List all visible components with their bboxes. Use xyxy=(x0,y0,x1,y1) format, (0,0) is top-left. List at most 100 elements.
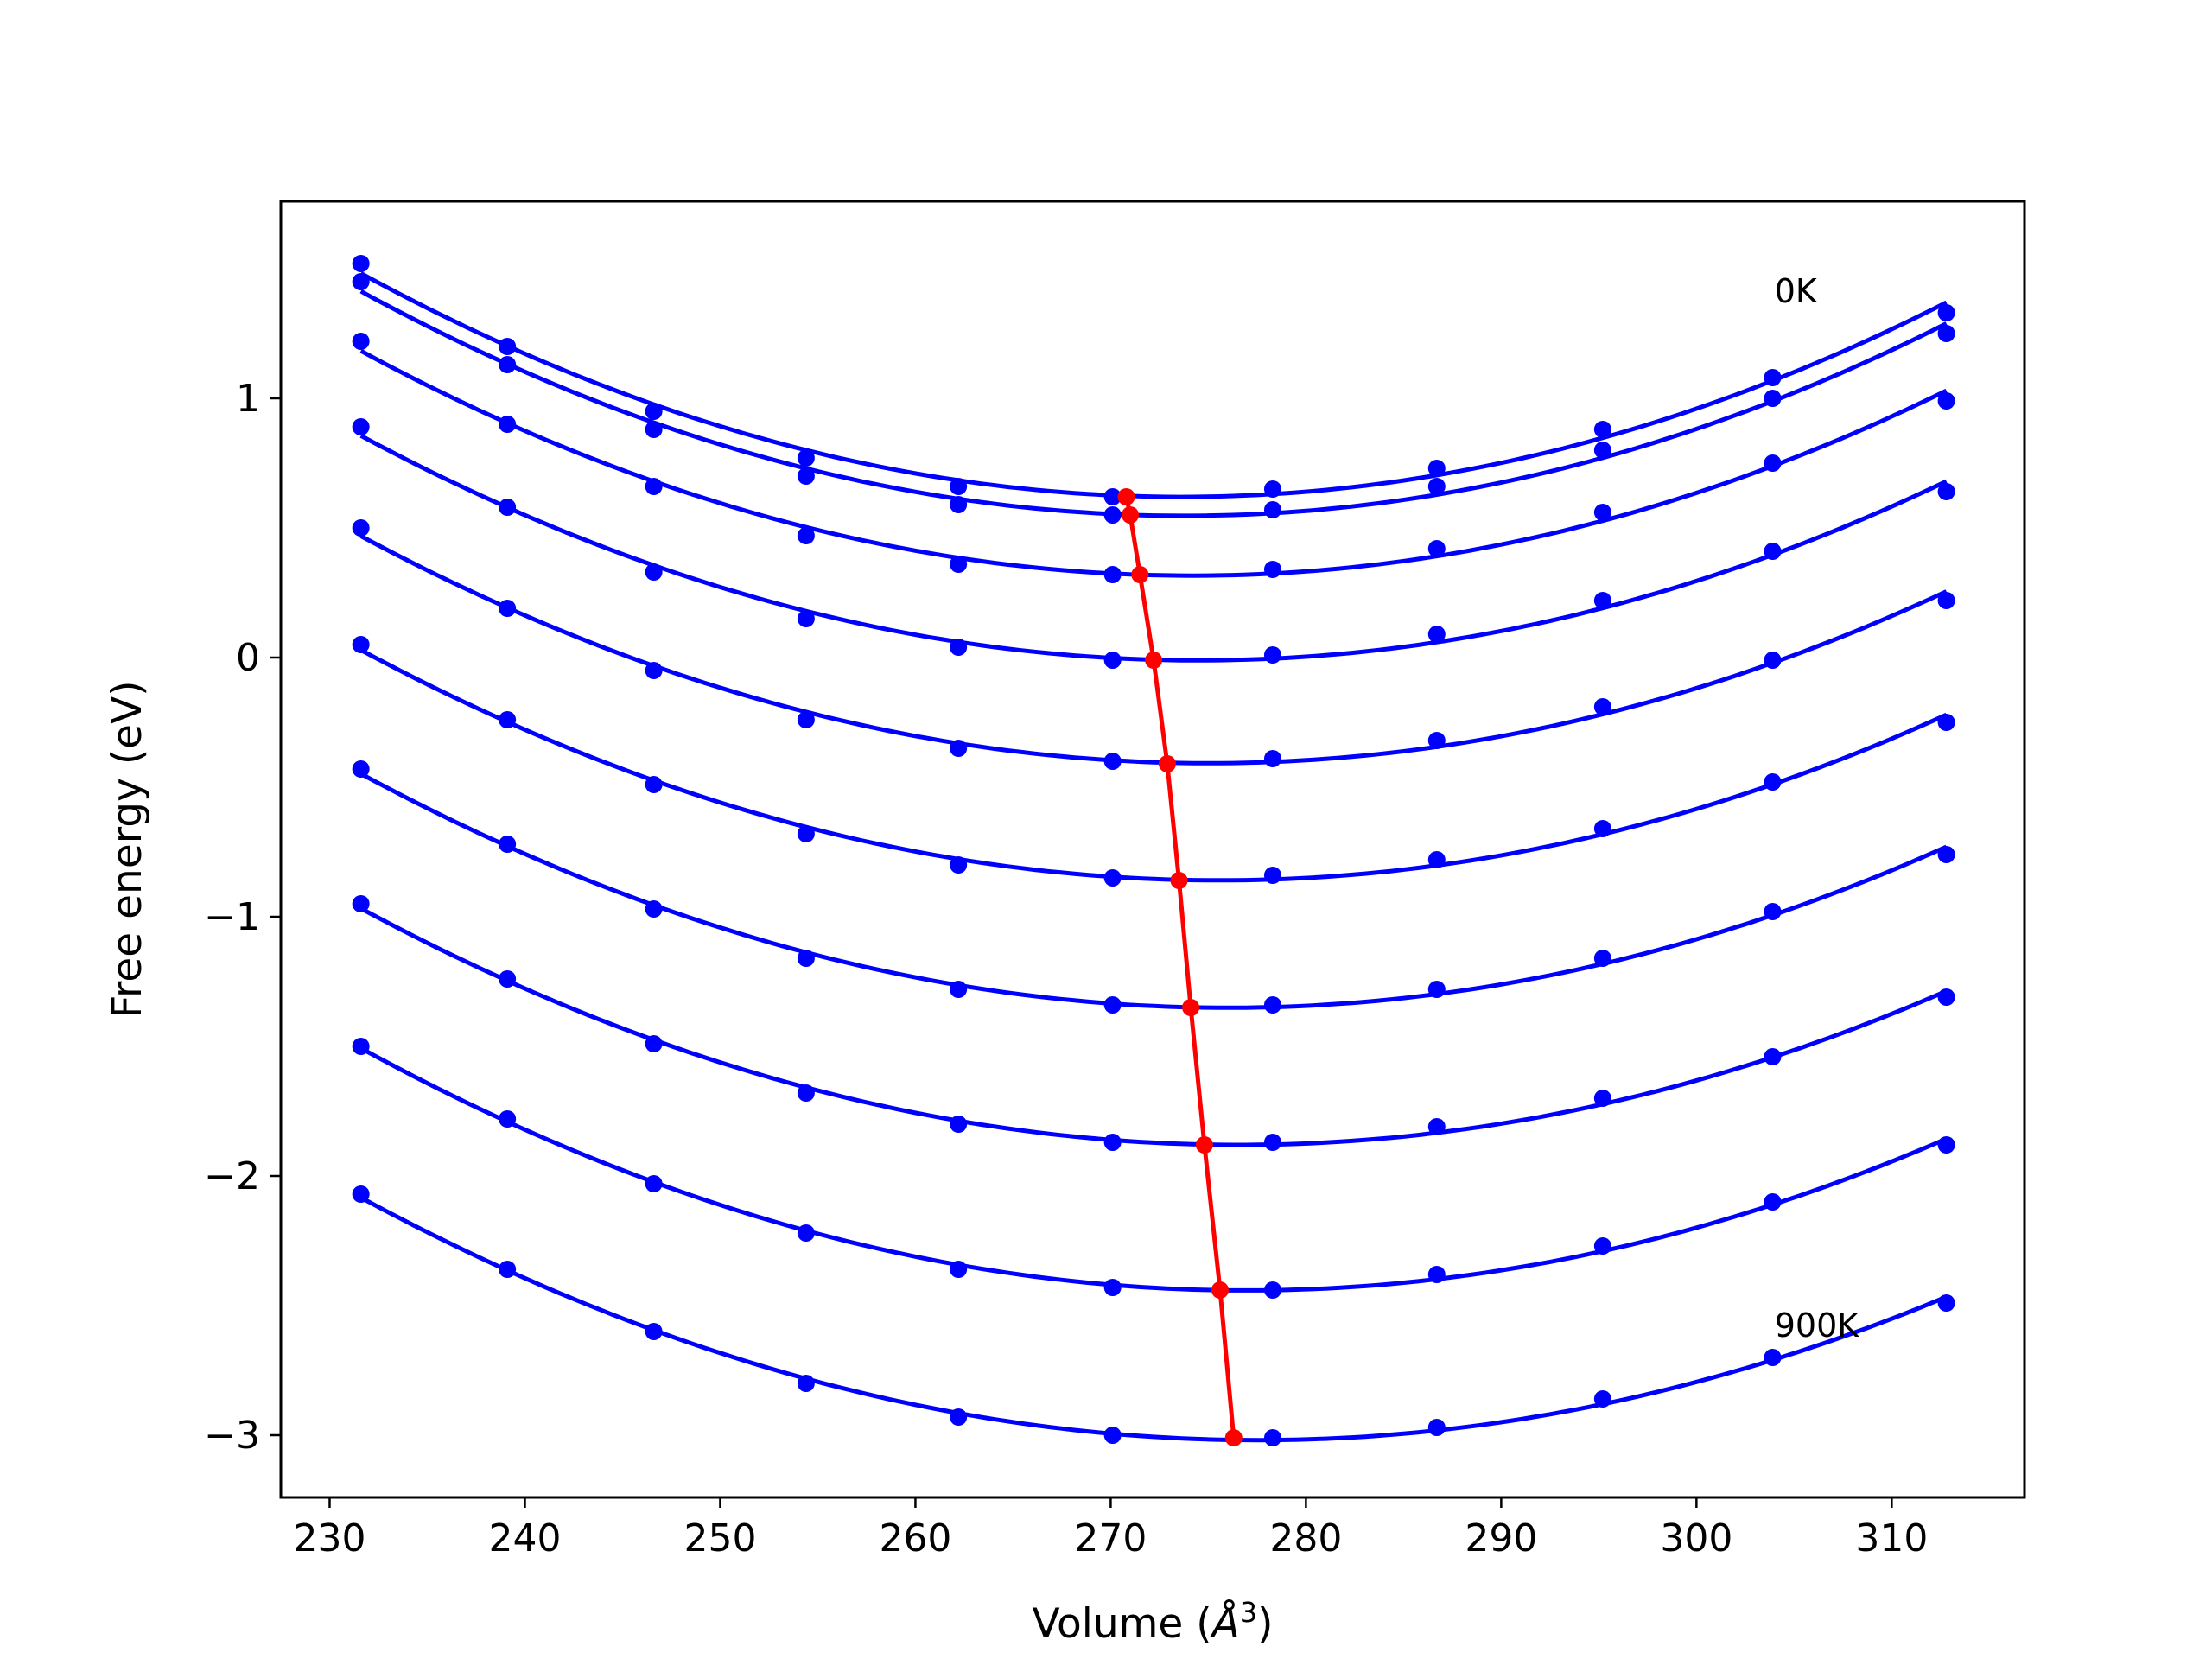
data-point xyxy=(1937,1136,1955,1154)
data-point xyxy=(1263,1134,1281,1151)
data-point xyxy=(645,421,663,438)
fit-line xyxy=(359,534,1948,766)
minimum-point xyxy=(1158,755,1176,772)
data-point xyxy=(645,662,663,679)
data-point xyxy=(1103,996,1122,1014)
data-point xyxy=(645,478,663,495)
data-point xyxy=(352,1038,370,1055)
x-tick-label: 240 xyxy=(488,1516,561,1560)
fit-line xyxy=(359,1046,1948,1293)
data-point xyxy=(1937,846,1955,863)
data-point xyxy=(1427,851,1446,868)
y-tick-label: 1 xyxy=(236,377,260,421)
y-axis-label: Free energy (eV) xyxy=(104,680,151,1018)
data-point xyxy=(1427,732,1446,749)
data-point xyxy=(645,776,663,793)
x-tick-label: 270 xyxy=(1074,1516,1147,1560)
data-point xyxy=(797,527,815,544)
data-point xyxy=(1764,390,1782,407)
data-point xyxy=(1263,867,1281,884)
data-point xyxy=(797,610,815,627)
data-point xyxy=(1764,1193,1782,1211)
energy-curve-8 xyxy=(352,1038,1955,1299)
data-point xyxy=(1103,1427,1122,1444)
data-point xyxy=(1937,988,1955,1006)
data-point xyxy=(499,416,517,433)
data-point xyxy=(352,255,370,272)
data-point xyxy=(1937,392,1955,410)
data-point xyxy=(499,600,517,617)
data-point xyxy=(1764,773,1782,791)
data-point xyxy=(1764,369,1782,386)
data-point xyxy=(950,856,968,874)
data-point xyxy=(499,711,517,728)
data-point xyxy=(499,1110,517,1128)
data-point xyxy=(950,1261,968,1278)
data-point xyxy=(1427,981,1446,998)
data-point xyxy=(797,950,815,967)
data-point xyxy=(645,563,663,581)
data-point xyxy=(1263,646,1281,664)
data-point xyxy=(1593,442,1611,459)
x-tick-label: 230 xyxy=(294,1516,366,1560)
minimum-point xyxy=(1117,488,1135,505)
minimum-point xyxy=(1131,566,1149,583)
data-point xyxy=(352,418,370,435)
data-point xyxy=(645,1175,663,1192)
data-point xyxy=(950,1116,968,1133)
data-point xyxy=(1427,478,1446,495)
data-point xyxy=(1593,1090,1611,1107)
data-point xyxy=(1103,869,1122,887)
minima-line xyxy=(1124,496,1236,1439)
data-point xyxy=(1764,543,1782,560)
energy-curve-0 xyxy=(352,255,1955,505)
x-axis-label-exponent: 3 xyxy=(1240,1596,1257,1629)
data-point xyxy=(499,1261,517,1278)
x-tick-label: 300 xyxy=(1660,1516,1732,1560)
data-point xyxy=(1263,480,1281,498)
data-point xyxy=(1593,504,1611,521)
data-point xyxy=(645,403,663,420)
minimum-point xyxy=(1182,999,1200,1016)
data-point xyxy=(1103,1134,1122,1151)
data-point xyxy=(645,1323,663,1340)
data-point xyxy=(645,1035,663,1052)
x-tick-label: 280 xyxy=(1269,1516,1342,1560)
data-point xyxy=(1263,996,1281,1014)
x-tick-label: 250 xyxy=(683,1516,756,1560)
data-point xyxy=(797,711,815,728)
temperature-annotation: 0K xyxy=(1775,272,1818,310)
x-tick-label: 260 xyxy=(879,1516,951,1560)
data-point xyxy=(352,273,370,290)
data-point xyxy=(1937,325,1955,342)
x-tick-label: 290 xyxy=(1465,1516,1537,1560)
data-point xyxy=(352,636,370,653)
data-point xyxy=(1427,1266,1446,1283)
data-point xyxy=(797,449,815,467)
minimum-point xyxy=(1224,1429,1243,1446)
energy-curve-5 xyxy=(352,636,1955,887)
data-point xyxy=(499,836,517,853)
fit-line xyxy=(359,906,1948,1147)
data-point xyxy=(950,639,968,656)
x-axis-label: Volume (Å3) xyxy=(1033,1596,1274,1648)
y-tick-label: −2 xyxy=(204,1154,260,1198)
data-point xyxy=(950,1408,968,1426)
fit-line xyxy=(359,772,1948,1010)
data-point xyxy=(1263,561,1281,578)
data-point xyxy=(1593,1237,1611,1255)
data-point xyxy=(1263,501,1281,518)
plot-frame xyxy=(279,200,2026,1499)
data-point xyxy=(1427,460,1446,477)
minima-layer: 0K 900K xyxy=(1117,272,1859,1446)
data-point xyxy=(950,556,968,573)
data-point xyxy=(1103,652,1122,669)
data-point xyxy=(1593,820,1611,837)
data-point xyxy=(1764,1048,1782,1065)
data-point xyxy=(499,970,517,988)
data-point xyxy=(1103,1279,1122,1296)
data-point xyxy=(1764,454,1782,472)
series-layer xyxy=(352,255,1955,1446)
data-point xyxy=(1937,1294,1955,1312)
data-point xyxy=(1263,1429,1281,1446)
